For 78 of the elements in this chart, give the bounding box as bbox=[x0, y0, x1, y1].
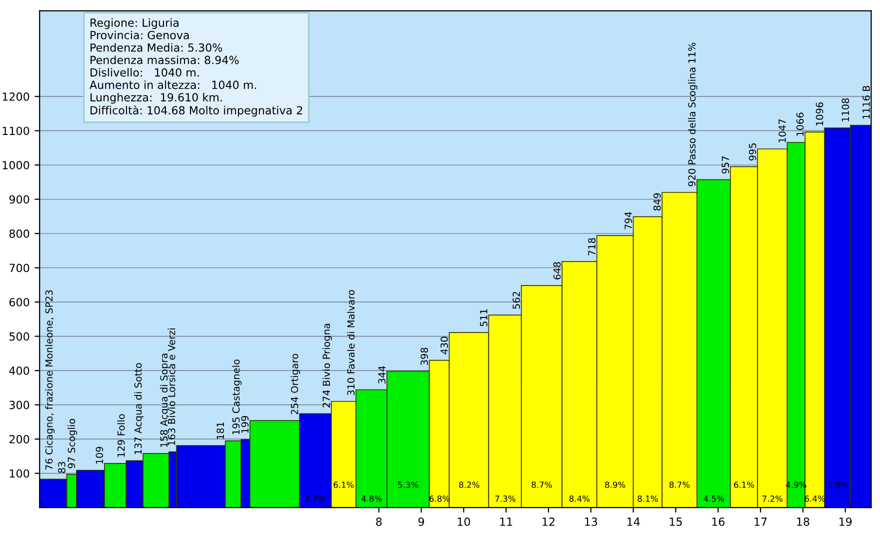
data-label: 163 Bivio Lorsica e Verzi bbox=[168, 328, 176, 446]
annotation: 6.1% bbox=[334, 482, 354, 488]
x-tick-label: 12 bbox=[542, 518, 554, 526]
y-tick-label: 1200 bbox=[2, 92, 30, 101]
data-label: 430 bbox=[440, 336, 448, 354]
annotation: 7.3% bbox=[495, 496, 516, 502]
x-tick-label: 11 bbox=[500, 518, 512, 526]
data-label: 1116 B bbox=[862, 86, 870, 119]
data-label: 562 bbox=[512, 292, 520, 309]
x-tick-label: 16 bbox=[712, 518, 724, 526]
annotation: Pendenza Media: 5.30% bbox=[90, 43, 222, 52]
data-label: 129 Follo bbox=[117, 414, 125, 457]
data-label: 1108 bbox=[842, 98, 850, 122]
x-tick-label: 13 bbox=[585, 518, 598, 526]
x-tick-label: 9 bbox=[418, 518, 424, 526]
x-tick-label: 19 bbox=[839, 518, 852, 526]
annotation: 1.9% bbox=[828, 482, 848, 488]
y-tick-label: 400 bbox=[9, 366, 30, 375]
data-label: 158 Acqua di Sopra bbox=[160, 354, 170, 447]
annotation: Difficoltà: 104.68 Molto impegnativa 2 bbox=[90, 105, 302, 117]
data-label: 718 bbox=[588, 238, 596, 256]
data-label: 920 Passo della Scoglina 11% bbox=[688, 42, 698, 186]
data-label: 97 Scoglio bbox=[68, 418, 78, 468]
data-label: 274 Bivio Priogna bbox=[322, 324, 332, 408]
annotation: 6.1% bbox=[734, 482, 754, 488]
data-label: 1066 bbox=[796, 112, 804, 136]
data-label: 310 Favale di Malvaro bbox=[347, 290, 355, 396]
y-tick-label: 100 bbox=[10, 469, 30, 478]
annotation: 8.2% bbox=[459, 482, 480, 488]
data-label: 511 bbox=[480, 309, 488, 326]
data-label: 344 bbox=[378, 366, 386, 384]
y-tick-label: 200 bbox=[9, 435, 30, 444]
y-tick-label: 800 bbox=[9, 229, 30, 238]
x-tick-label: 14 bbox=[627, 518, 640, 526]
annotation: 7.2% bbox=[762, 496, 783, 502]
x-tick-label: 18 bbox=[797, 518, 810, 526]
data-label: 195 Castagnelo bbox=[232, 360, 242, 434]
annotation: Pendenza massima: 8.94% bbox=[90, 56, 239, 64]
x-tick-label: 15 bbox=[670, 518, 682, 526]
y-tick-label: 300 bbox=[10, 400, 30, 410]
y-tick-label: 500 bbox=[10, 332, 30, 341]
annotation: Aumento in altezza: 1040 m. bbox=[90, 80, 256, 90]
data-label: 181 bbox=[216, 422, 224, 439]
data-label: 1096 bbox=[816, 102, 824, 126]
x-tick-label: 17 bbox=[754, 518, 767, 526]
annotation: Regione: Liguria bbox=[90, 18, 178, 30]
data-label: 254 Ortigaro bbox=[290, 354, 300, 414]
data-label: 199 bbox=[241, 416, 249, 433]
data-label: 849 bbox=[653, 193, 661, 210]
x-tick-label: 8 bbox=[376, 518, 382, 526]
data-label: 794 bbox=[624, 212, 632, 230]
data-label: 109 bbox=[96, 446, 104, 464]
data-label: 957 bbox=[722, 156, 730, 174]
annotation: 8.7% bbox=[670, 482, 690, 488]
data-label: 83 bbox=[58, 462, 66, 473]
annotation: 8.7% bbox=[532, 482, 552, 488]
data-label: 648 bbox=[553, 262, 561, 280]
y-tick-label: 900 bbox=[9, 195, 30, 204]
data-label: 398 bbox=[420, 348, 428, 365]
y-tick-label: 700 bbox=[10, 264, 30, 272]
annotation: 4.8% bbox=[361, 496, 382, 502]
y-tick-label: 600 bbox=[9, 298, 30, 306]
annotation: Provincia: Genova bbox=[90, 30, 189, 40]
y-tick-label: 1000 bbox=[2, 160, 30, 170]
annotation: Dislivello: 1040 m. bbox=[90, 68, 199, 77]
annotation: 8.1% bbox=[638, 496, 658, 502]
annotation: 8.4% bbox=[569, 496, 590, 502]
annotation: 4.5% bbox=[704, 496, 724, 502]
annotation: 76 Cicagno, frazione Monleone, SP23 bbox=[45, 290, 55, 470]
annotation: 5.3% bbox=[398, 482, 418, 488]
annotation: 8.9% bbox=[605, 482, 626, 488]
data-label: 1047 bbox=[778, 119, 786, 142]
data-label: 995 bbox=[748, 143, 756, 161]
x-tick-label: 10 bbox=[458, 518, 470, 526]
y-tick-label: 1100 bbox=[2, 126, 30, 136]
annotation: Lunghezza: 19.610 km. bbox=[90, 92, 222, 104]
annotation: 2.7% bbox=[305, 496, 326, 502]
data-label: 137 Acqua di Sotto bbox=[134, 363, 144, 454]
